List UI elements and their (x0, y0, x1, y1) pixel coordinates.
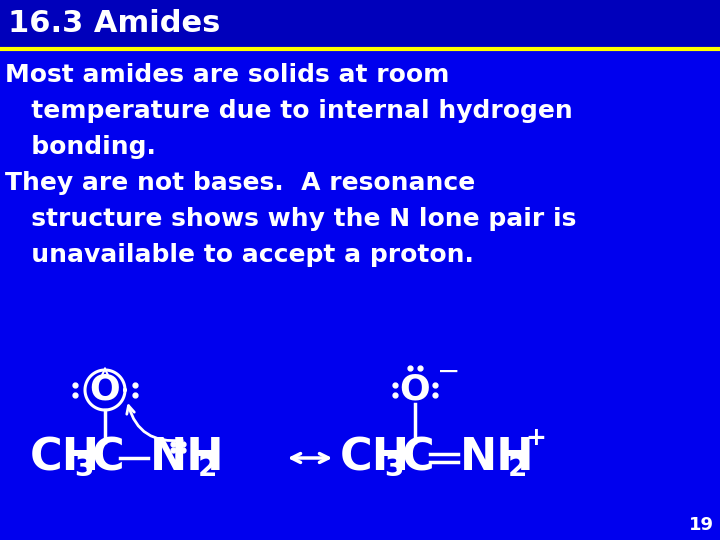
Text: CH: CH (340, 436, 410, 480)
Text: structure shows why the N lone pair is: structure shows why the N lone pair is (5, 207, 577, 231)
Text: NH: NH (150, 436, 225, 480)
Text: +: + (525, 426, 546, 450)
Bar (0, 0, 720, 48)
Text: O: O (89, 373, 120, 407)
Text: −: − (437, 358, 460, 386)
Text: unavailable to accept a proton.: unavailable to accept a proton. (5, 243, 474, 267)
Text: temperature due to internal hydrogen: temperature due to internal hydrogen (5, 99, 572, 123)
Text: bonding.: bonding. (5, 135, 156, 159)
FancyArrowPatch shape (127, 406, 182, 441)
Text: C: C (92, 436, 125, 480)
Text: They are not bases.  A resonance: They are not bases. A resonance (5, 171, 475, 195)
Text: Most amides are solids at room: Most amides are solids at room (5, 63, 449, 87)
Text: 3: 3 (384, 454, 403, 482)
Text: 2: 2 (508, 454, 527, 482)
Text: C: C (402, 436, 435, 480)
Text: NH: NH (460, 436, 535, 480)
Text: 19: 19 (689, 516, 714, 534)
Text: 2: 2 (198, 454, 217, 482)
Text: 16.3 Amides: 16.3 Amides (8, 10, 220, 38)
Text: O: O (400, 373, 431, 407)
Text: CH: CH (30, 436, 100, 480)
Text: 3: 3 (74, 454, 94, 482)
